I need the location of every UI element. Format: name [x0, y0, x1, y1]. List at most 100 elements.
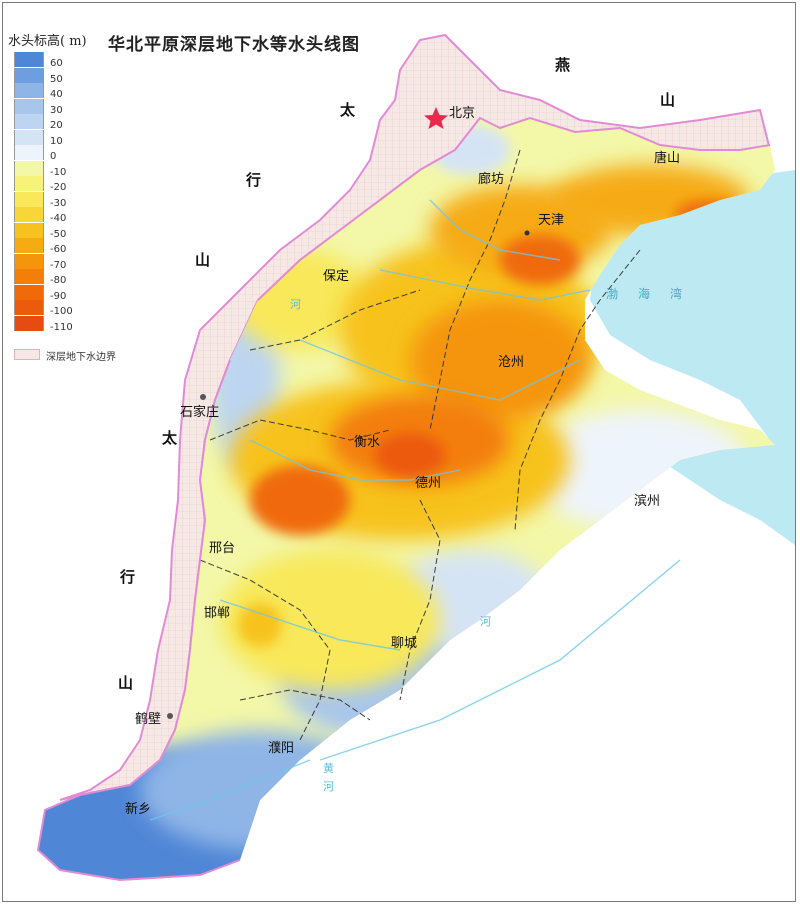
city-shijiazhuang: 石家庄: [180, 404, 219, 420]
legend-label: -50: [50, 228, 67, 240]
legend-row: -30: [14, 191, 134, 209]
boundary-swatch: [14, 349, 40, 360]
city-handan: 邯郸: [204, 606, 230, 621]
admin-boundaries: [199, 149, 641, 741]
legend-label: 60: [50, 58, 63, 69]
legend-row: -20: [14, 176, 134, 193]
legend-swatch: [14, 160, 44, 176]
mountain-tai-2: 太: [162, 429, 178, 447]
river-label-1: 河: [290, 298, 301, 311]
legend-row: -110: [14, 315, 134, 333]
legend-row: 30: [14, 98, 134, 116]
sea-bo: 渤: [606, 287, 618, 301]
hebi-dot: [167, 713, 173, 719]
river-label-3: 黄: [323, 761, 334, 775]
legend-row: 50: [14, 67, 134, 85]
sea-hai: 海: [638, 286, 650, 301]
legend-label: -20: [50, 182, 67, 193]
legend-row: -50: [14, 222, 134, 240]
legend-boundary: 深层地下水边界: [14, 348, 174, 363]
legend-label: 30: [50, 104, 63, 116]
legend-row: 20: [14, 114, 134, 131]
legend-swatch: [14, 315, 44, 331]
city-tangshan: 唐山: [654, 150, 680, 166]
legend-label: -90: [50, 290, 67, 302]
legend-row: -100: [14, 300, 134, 317]
legend-swatch: [14, 145, 44, 160]
river-label-4: 河: [323, 780, 334, 793]
city-xingtai: 邢台: [209, 541, 235, 556]
legend-row: -40: [14, 207, 134, 224]
city-xinxiang: 新乡: [125, 801, 151, 817]
city-langfang: 廊坊: [478, 171, 504, 187]
legend-swatch: [14, 284, 44, 300]
city-puyang: 濮阳: [268, 741, 294, 756]
shijiazhuang-dot: [200, 394, 206, 400]
legend-row: 0: [14, 145, 134, 162]
legend-row: -80: [14, 269, 134, 286]
mountain-shan-1: 山: [195, 251, 210, 269]
city-liaocheng: 聊城: [391, 636, 417, 651]
bohai-sea: [590, 170, 795, 545]
legend-row: -10: [14, 160, 134, 178]
legend-label: -40: [50, 213, 67, 224]
southwest-boundary: [36, 359, 241, 882]
legend-label: 20: [50, 120, 63, 131]
mountain-tai-1: 太: [340, 101, 356, 119]
legend-swatch: [14, 238, 44, 253]
city-beijing: 北京: [449, 106, 475, 121]
beijing-star-icon: [424, 107, 448, 129]
legend-label: -100: [50, 306, 73, 317]
legend-row: 40: [14, 83, 134, 100]
mountain-yan: 燕: [555, 56, 570, 74]
legend-label: 50: [50, 73, 63, 85]
mountain-hang-2: 行: [119, 568, 135, 586]
city-tianjin: 天津: [538, 213, 564, 228]
legend-label: -70: [50, 259, 67, 271]
sea-wan: 湾: [670, 286, 682, 301]
mountain-hang-1: 行: [245, 171, 261, 189]
legend-label: 0: [50, 151, 57, 162]
legend-row: -60: [14, 238, 134, 255]
city-baoding: 保定: [323, 269, 349, 284]
rivers: [149, 199, 681, 821]
legend-swatch: [14, 300, 44, 315]
city-cangzhou: 沧州: [498, 354, 524, 370]
legend-label: -10: [50, 166, 67, 178]
legend-swatch: [14, 253, 44, 269]
legend-swatch: [14, 176, 44, 191]
legend-label: -30: [50, 197, 67, 209]
legend-swatch: [14, 269, 44, 284]
city-binzhou: 滨州: [634, 493, 660, 509]
city-dezhou: 德州: [415, 476, 441, 491]
legend-row: 10: [14, 129, 134, 147]
city-hengshui: 衡水: [354, 435, 380, 450]
map-title: 华北平原深层地下水等水头线图: [108, 35, 360, 55]
legend-swatch: [14, 222, 44, 238]
river-label-2: 河: [480, 615, 491, 628]
mountain-shan-3: 山: [660, 91, 675, 109]
legend-label: 10: [50, 135, 63, 147]
legend-swatch: [14, 114, 44, 129]
legend-swatch: [14, 191, 44, 207]
legend-swatch: [14, 67, 44, 83]
legend-row: -90: [14, 284, 134, 302]
city-hebi: 鹤壁: [135, 711, 161, 727]
legend-row: 60: [14, 52, 134, 69]
legend-title: 水头标高( m): [8, 34, 87, 49]
legend-label: -110: [50, 321, 73, 333]
legend-swatch: [14, 207, 44, 222]
legend-row: -70: [14, 253, 134, 271]
legend-label: -60: [50, 244, 67, 255]
legend-swatch: [14, 129, 44, 145]
mountain-shan-2: 山: [118, 674, 133, 692]
boundary-label: 深层地下水边界: [46, 352, 116, 363]
deep-groundwater-boundary: [257, 116, 771, 301]
legend-swatch: [14, 83, 44, 98]
tianjin-dot: [524, 230, 530, 236]
legend-label: -80: [50, 275, 67, 286]
legend-label: 40: [50, 89, 63, 100]
legend-swatch: [14, 52, 44, 67]
legend-swatch: [14, 98, 44, 114]
